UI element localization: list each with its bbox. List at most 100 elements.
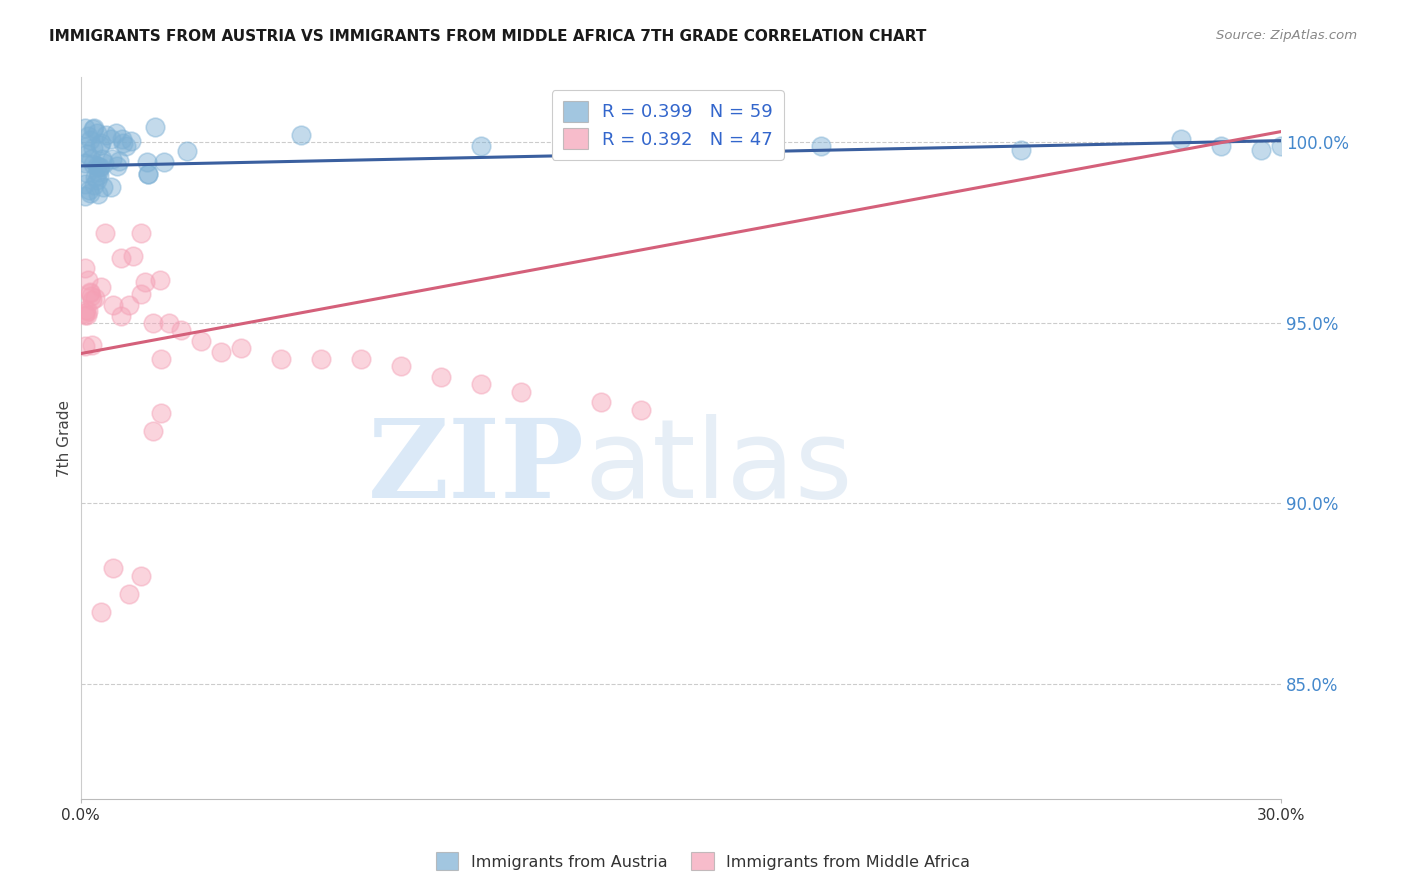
Point — [73, 260, 96, 275]
Point — [100, 132, 122, 146]
Point — [389, 359, 412, 374]
Point — [93, 156, 115, 170]
Point — [1010, 143, 1032, 157]
Point — [630, 402, 652, 417]
Point — [1270, 139, 1292, 153]
Point — [108, 154, 131, 169]
Point — [149, 351, 172, 366]
Point — [90, 136, 112, 150]
Point — [80, 152, 103, 166]
Point — [89, 280, 111, 294]
Point — [86, 159, 108, 173]
Point — [689, 136, 711, 150]
Point — [145, 120, 167, 134]
Point — [110, 132, 132, 146]
Point — [135, 155, 157, 169]
Point — [589, 395, 612, 409]
Point — [129, 568, 152, 582]
Point — [73, 189, 96, 203]
Point — [149, 273, 172, 287]
Point — [136, 167, 159, 181]
Point — [73, 177, 96, 191]
Point — [76, 303, 98, 318]
Point — [101, 561, 124, 575]
Legend: R = 0.399   N = 59, R = 0.392   N = 47: R = 0.399 N = 59, R = 0.392 N = 47 — [551, 90, 785, 160]
Point — [117, 298, 139, 312]
Point — [176, 144, 198, 158]
Point — [122, 249, 145, 263]
Point — [83, 120, 105, 135]
Point — [73, 156, 96, 170]
Point — [129, 226, 152, 240]
Point — [101, 152, 124, 166]
Point — [290, 128, 312, 143]
Point — [82, 141, 104, 155]
Point — [73, 339, 96, 353]
Point — [169, 323, 191, 337]
Point — [96, 128, 118, 143]
Point — [77, 183, 100, 197]
Point — [84, 169, 107, 184]
Point — [349, 351, 371, 366]
Point — [87, 186, 110, 201]
Text: Source: ZipAtlas.com: Source: ZipAtlas.com — [1216, 29, 1357, 42]
Point — [141, 316, 163, 330]
Text: IMMIGRANTS FROM AUSTRIA VS IMMIGRANTS FROM MIDDLE AFRICA 7TH GRADE CORRELATION C: IMMIGRANTS FROM AUSTRIA VS IMMIGRANTS FR… — [49, 29, 927, 44]
Point — [209, 344, 232, 359]
Point — [86, 172, 108, 186]
Point — [134, 275, 156, 289]
Point — [470, 377, 492, 392]
Point — [73, 306, 96, 320]
Point — [110, 309, 132, 323]
Point — [76, 146, 98, 161]
Text: ZIP: ZIP — [368, 414, 585, 521]
Point — [86, 126, 108, 140]
Point — [76, 309, 98, 323]
Point — [105, 126, 128, 140]
Point — [93, 226, 115, 240]
Point — [157, 316, 180, 330]
Legend: Immigrants from Austria, Immigrants from Middle Africa: Immigrants from Austria, Immigrants from… — [429, 846, 977, 877]
Point — [110, 251, 132, 265]
Point — [79, 133, 101, 147]
Y-axis label: 7th Grade: 7th Grade — [58, 400, 72, 477]
Point — [79, 285, 101, 300]
Point — [82, 157, 104, 171]
Point — [810, 139, 832, 153]
Point — [82, 293, 104, 308]
Point — [589, 143, 612, 157]
Point — [82, 338, 104, 352]
Point — [153, 155, 176, 169]
Point — [270, 351, 292, 366]
Point — [111, 136, 134, 150]
Point — [73, 121, 96, 136]
Point — [129, 287, 152, 301]
Point — [190, 334, 212, 348]
Point — [73, 308, 96, 322]
Point — [470, 139, 492, 153]
Point — [89, 605, 111, 619]
Point — [117, 587, 139, 601]
Point — [83, 178, 105, 192]
Point — [101, 298, 124, 312]
Point — [75, 302, 97, 317]
Point — [229, 341, 252, 355]
Text: atlas: atlas — [585, 414, 853, 521]
Point — [82, 121, 104, 136]
Point — [115, 139, 138, 153]
Point — [141, 424, 163, 438]
Point — [100, 179, 122, 194]
Point — [80, 288, 103, 302]
Point — [1170, 132, 1192, 146]
Point — [83, 291, 105, 305]
Point — [121, 134, 143, 148]
Point — [76, 166, 98, 180]
Point — [1250, 143, 1272, 157]
Point — [87, 165, 110, 179]
Point — [1209, 139, 1232, 153]
Point — [509, 384, 531, 399]
Point — [91, 180, 114, 194]
Point — [91, 152, 114, 166]
Point — [309, 351, 332, 366]
Point — [749, 139, 772, 153]
